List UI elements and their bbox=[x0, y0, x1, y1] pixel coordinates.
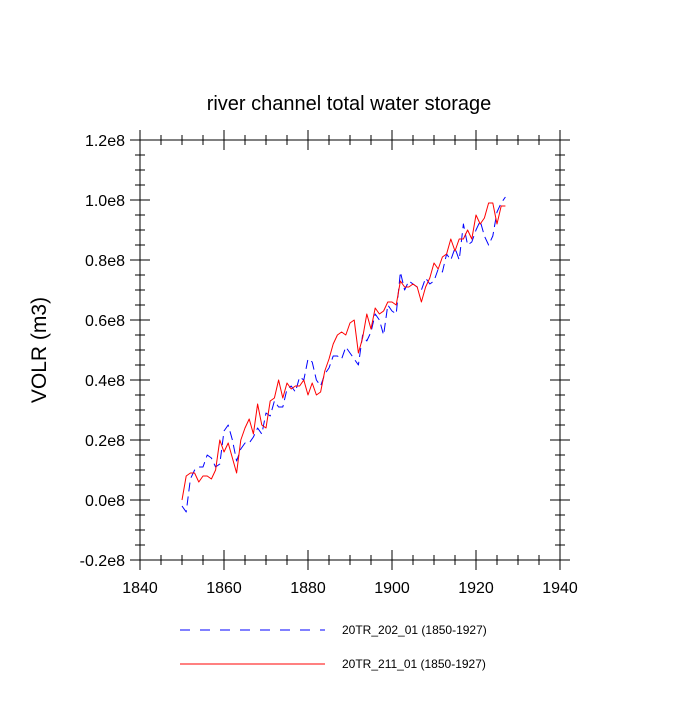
x-tick-label: 1900 bbox=[374, 580, 410, 597]
axis-ticks: 1840 1860 1880 1900 1920 1940 -0.2e8 0.0e8 0.2e8… bbox=[80, 130, 578, 597]
x-tick-label: 1880 bbox=[290, 580, 326, 597]
legend-label: 20TR_211_01 (1850-1927) bbox=[342, 657, 486, 671]
series-layer bbox=[181, 196, 506, 513]
x-tick-label: 1940 bbox=[542, 580, 578, 597]
plot-frame bbox=[139, 139, 561, 561]
y-tick-label: -0.2e8 bbox=[80, 553, 125, 570]
y-tick-label: 0.6e8 bbox=[85, 313, 125, 330]
y-tick-label: 0.2e8 bbox=[85, 433, 125, 450]
chart-title: river channel total water storage bbox=[207, 93, 492, 115]
y-tick-label: 1.2e8 bbox=[85, 133, 125, 150]
series-line-20tr-202 bbox=[181, 196, 506, 513]
legend: 20TR_202_01 (1850-1927) 20TR_211_01 (1850… bbox=[180, 623, 487, 671]
x-tick-label: 1860 bbox=[206, 580, 242, 597]
x-tick-label: 1920 bbox=[458, 580, 494, 597]
legend-label: 20TR_202_01 (1850-1927) bbox=[342, 623, 487, 637]
y-tick-label: 0.8e8 bbox=[85, 253, 125, 270]
y-axis-label: VOLR (m3) bbox=[28, 297, 51, 403]
x-tick-label: 1840 bbox=[122, 580, 158, 597]
y-tick-label: 0.4e8 bbox=[85, 373, 125, 390]
series-line-20tr-211 bbox=[181, 202, 506, 501]
y-tick-label: 0.0e8 bbox=[85, 493, 125, 510]
y-tick-label: 1.0e8 bbox=[85, 193, 125, 210]
